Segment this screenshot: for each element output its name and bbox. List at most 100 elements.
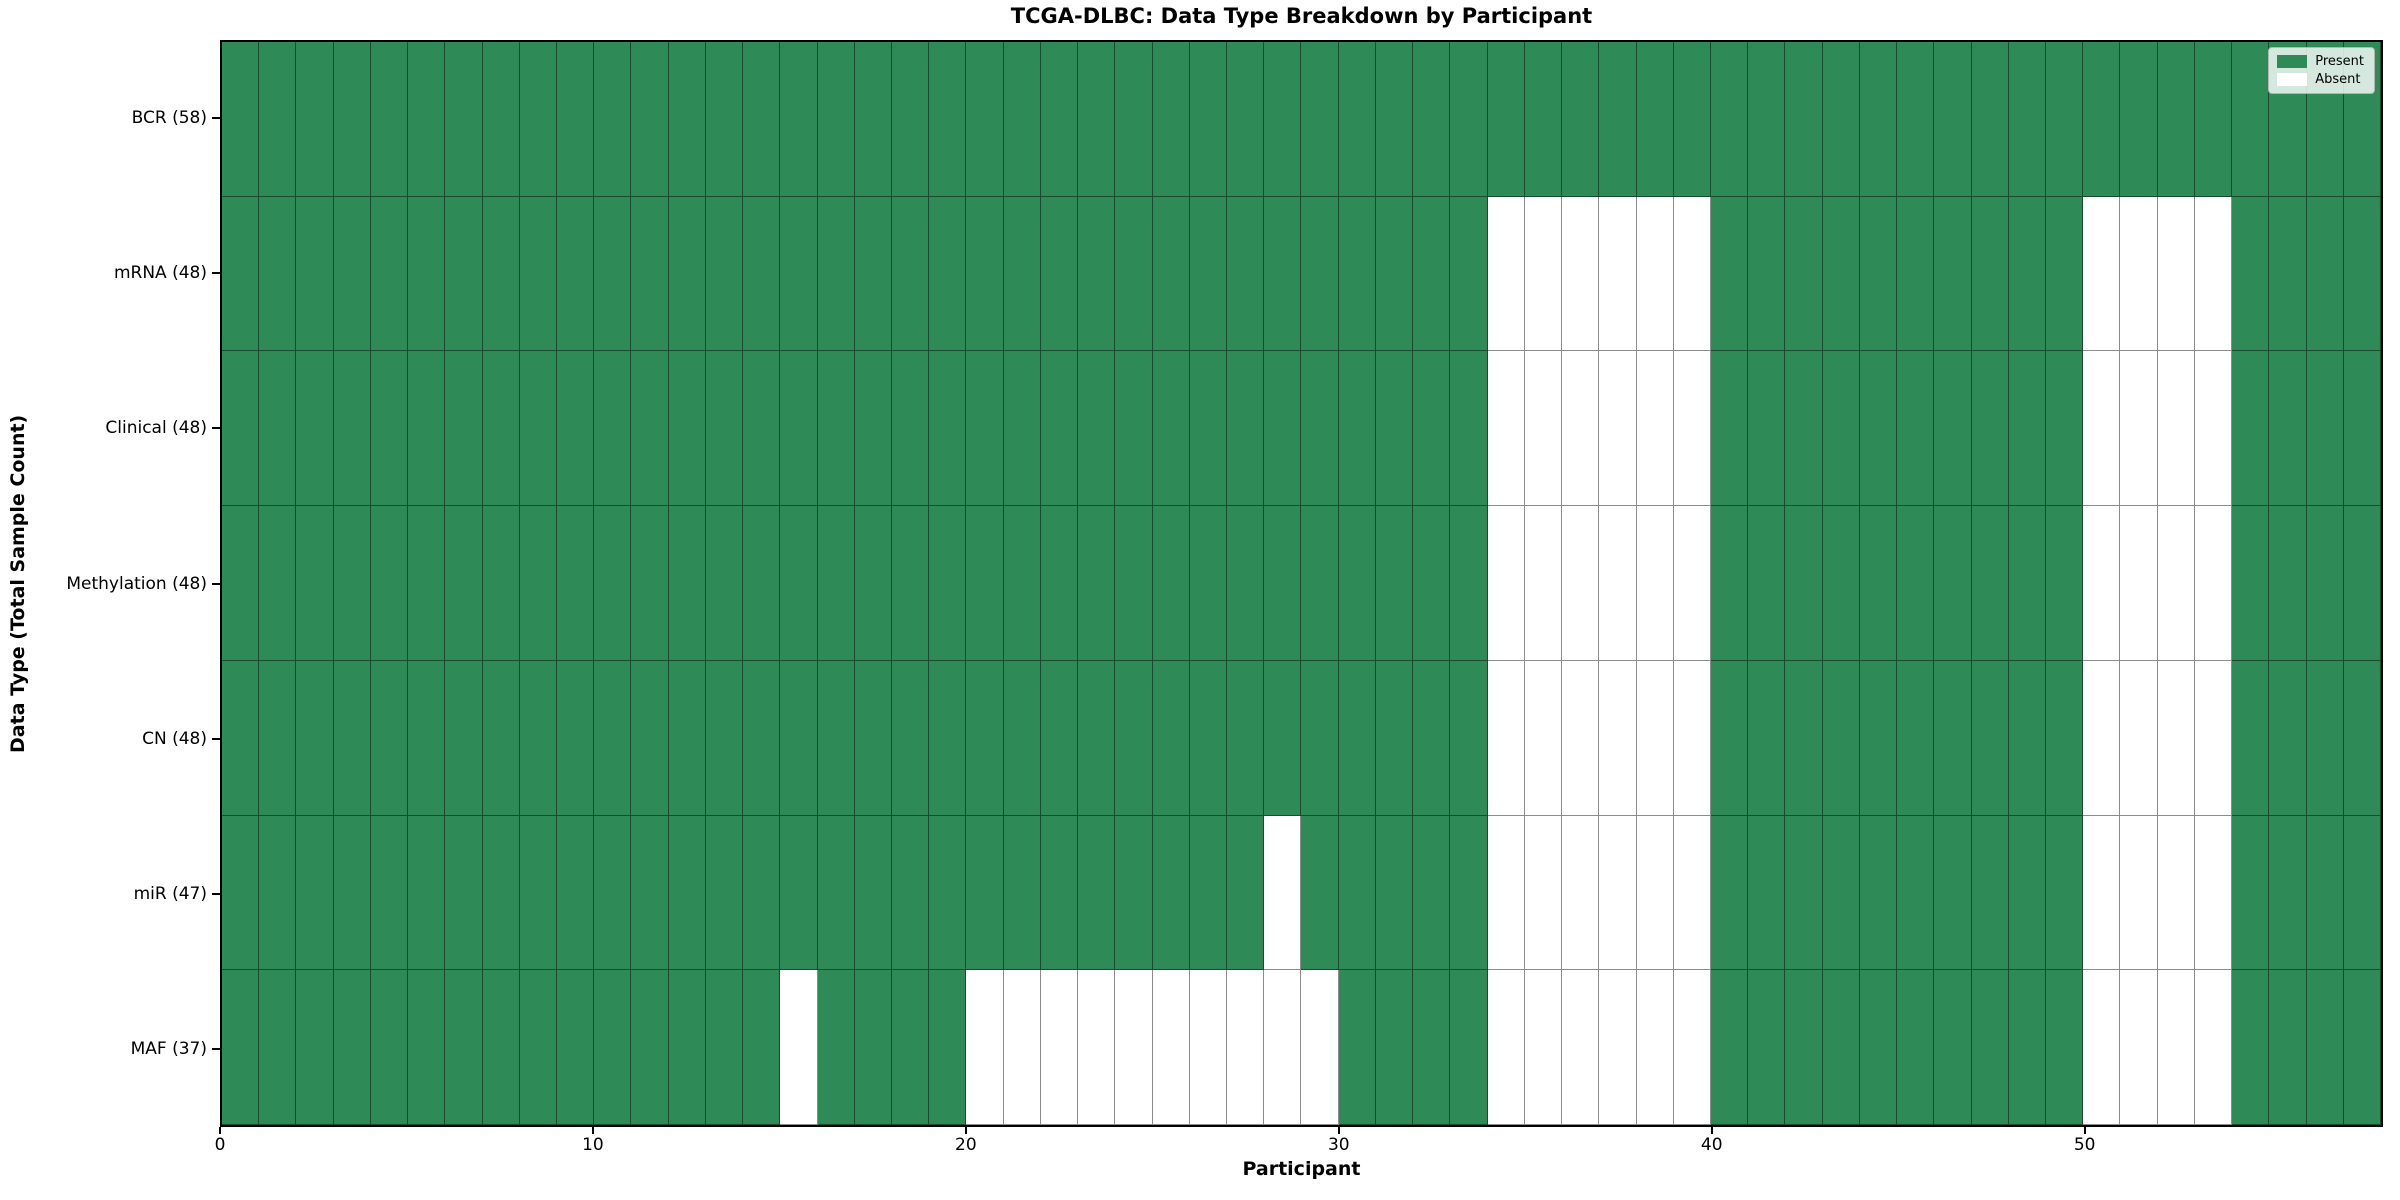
matrix-cell (1710, 815, 1749, 971)
matrix-cell (519, 351, 558, 507)
matrix-cell (1934, 196, 1972, 352)
matrix-cell (1338, 196, 1376, 352)
matrix-cell (780, 42, 818, 197)
matrix-cell (854, 196, 893, 352)
legend: Present Absent (2268, 47, 2375, 94)
matrix-cell (1897, 660, 1935, 816)
matrix-cell (2045, 506, 2084, 661)
matrix-cell (1859, 42, 1898, 197)
matrix-cell (1227, 351, 1265, 507)
matrix-cell (1934, 660, 1972, 816)
matrix-cell (1189, 42, 1228, 197)
matrix-cell (2045, 815, 2084, 971)
matrix-cell (1599, 351, 1637, 507)
matrix-cell (1748, 660, 1786, 816)
matrix-cell (780, 970, 818, 1125)
matrix-cell (1413, 815, 1451, 971)
matrix-cell (892, 42, 930, 197)
matrix-cell (1003, 815, 1041, 971)
matrix-cell (1859, 970, 1898, 1125)
matrix-cell (1785, 351, 1823, 507)
matrix-cell (668, 815, 706, 971)
matrix-cell (1785, 970, 1823, 1125)
matrix-cell (296, 351, 334, 507)
matrix-cell (1301, 660, 1339, 816)
matrix-cell (2120, 42, 2158, 197)
matrix-cell (631, 351, 669, 507)
matrix-cell (929, 970, 967, 1125)
matrix-cell (2045, 42, 2084, 197)
matrix-cell (1859, 506, 1898, 661)
x-tick-label: 10 (582, 1135, 604, 1155)
matrix-cell (259, 660, 297, 816)
legend-label-absent: Absent (2315, 72, 2361, 87)
matrix-cell (333, 196, 371, 352)
matrix-cell (1524, 196, 1563, 352)
matrix-cell (1040, 815, 1079, 971)
matrix-cell (296, 970, 334, 1125)
matrix-cell (854, 660, 893, 816)
matrix-cell (557, 970, 595, 1125)
matrix-cell (1264, 660, 1302, 816)
matrix-cell (1524, 660, 1563, 816)
matrix-cell (296, 196, 334, 352)
matrix-cell (519, 506, 558, 661)
matrix-cell (2194, 42, 2233, 197)
matrix-cell (1078, 42, 1116, 197)
matrix-cell (780, 506, 818, 661)
matrix-cell (1413, 351, 1451, 507)
matrix-cell (1040, 351, 1079, 507)
matrix-cell (1301, 196, 1339, 352)
matrix-cell (817, 196, 855, 352)
matrix-cell (2269, 970, 2307, 1125)
matrix-cell (1338, 660, 1376, 816)
matrix-cell (817, 660, 855, 816)
matrix-cell (1152, 196, 1190, 352)
matrix-cell (1971, 42, 2009, 197)
matrix-cell (259, 42, 297, 197)
matrix-cell (2008, 196, 2046, 352)
matrix-cell (1264, 351, 1302, 507)
matrix-cell (966, 196, 1004, 352)
matrix-cell (1934, 42, 1972, 197)
matrix-cell (1227, 970, 1265, 1125)
matrix-cell (1599, 42, 1637, 197)
x-tick-mark (964, 1127, 967, 1134)
matrix-cell (557, 351, 595, 507)
matrix-cell (1673, 196, 1711, 352)
matrix-cell (929, 660, 967, 816)
matrix-cell (1822, 42, 1860, 197)
matrix-cell (1971, 351, 2009, 507)
x-tick-mark (219, 1127, 221, 1134)
matrix-cell (2194, 660, 2233, 816)
matrix-cell (1413, 970, 1451, 1125)
matrix-cell (1040, 196, 1079, 352)
matrix-cell (1599, 660, 1637, 816)
matrix-cell (1487, 351, 1525, 507)
matrix-cell (557, 42, 595, 197)
matrix-cell (1301, 815, 1339, 971)
matrix-cell (1636, 351, 1674, 507)
presence-matrix (222, 42, 2381, 1125)
matrix-cell (1897, 506, 1935, 661)
matrix-cell (1562, 351, 1600, 507)
matrix-cell (1375, 42, 1414, 197)
matrix-cell (2120, 506, 2158, 661)
matrix-cell (1450, 42, 1488, 197)
matrix-cell (817, 42, 855, 197)
matrix-cell (1301, 42, 1339, 197)
matrix-cell (2083, 815, 2121, 971)
matrix-cell (743, 196, 781, 352)
matrix-cell (2157, 42, 2195, 197)
matrix-cell (1748, 506, 1786, 661)
matrix-cell (408, 660, 446, 816)
matrix-cell (1562, 42, 1600, 197)
matrix-cell (1859, 660, 1898, 816)
matrix-cell (705, 815, 744, 971)
matrix-cell (1375, 196, 1414, 352)
matrix-cell (1078, 506, 1116, 661)
matrix-cell (445, 196, 483, 352)
matrix-cell (1189, 660, 1228, 816)
matrix-cell (929, 815, 967, 971)
matrix-cell (1934, 970, 1972, 1125)
